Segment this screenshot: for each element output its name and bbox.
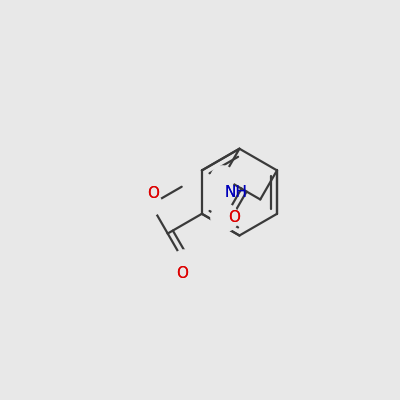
Circle shape	[140, 194, 162, 216]
Text: O: O	[176, 266, 188, 281]
Text: O: O	[176, 266, 188, 281]
Text: O: O	[228, 210, 240, 225]
Text: NH: NH	[225, 185, 248, 200]
Circle shape	[211, 204, 238, 232]
Circle shape	[211, 166, 234, 190]
Text: O: O	[147, 186, 159, 200]
Text: O: O	[147, 186, 159, 200]
Text: O: O	[228, 210, 240, 225]
Circle shape	[172, 250, 197, 275]
Text: NH: NH	[225, 185, 248, 200]
